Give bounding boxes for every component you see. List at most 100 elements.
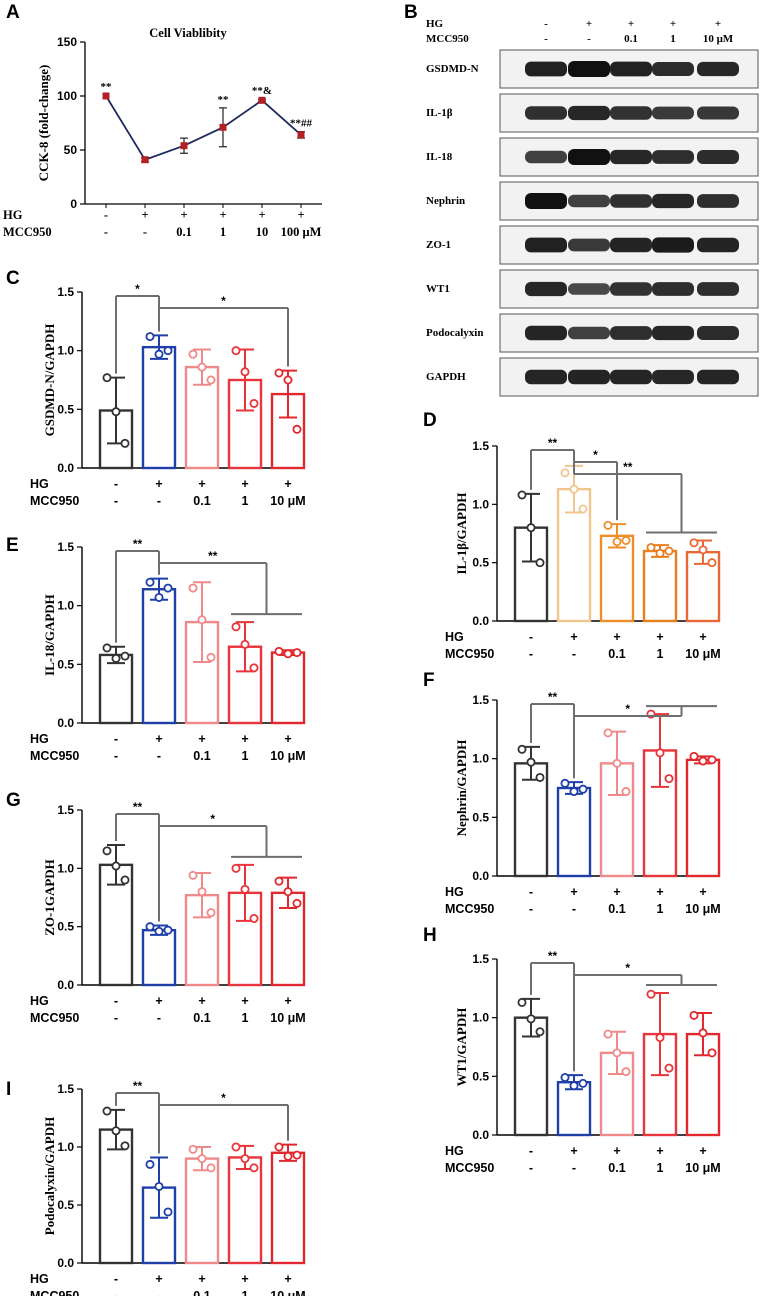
sig-label: ** (133, 1079, 143, 1093)
data-point (249, 663, 259, 673)
band-1 (568, 194, 610, 208)
mcc-value: 1 (657, 902, 664, 916)
mcc-value: 10 μM (685, 1161, 720, 1175)
data-point (197, 1154, 207, 1164)
data-point (188, 349, 198, 359)
data-point (612, 1048, 622, 1058)
data-point (163, 583, 173, 593)
mcc-value: 1 (657, 647, 664, 661)
hg-value: + (155, 477, 162, 491)
data-point (612, 537, 622, 547)
data-point (102, 1106, 112, 1116)
data-point (560, 1073, 570, 1083)
y-tick-label: 0.5 (57, 402, 74, 416)
data-point (240, 1154, 250, 1164)
data-annotation: ** (101, 81, 113, 93)
lane-hg: - (544, 18, 548, 30)
y-tick-label: 0.0 (472, 1128, 489, 1142)
hg-row-label: HG (30, 732, 49, 746)
hg-value: + (284, 994, 291, 1008)
hg-value: + (656, 630, 663, 644)
y-tick-label: 1.5 (472, 952, 489, 966)
band-3 (652, 106, 694, 120)
data-point (517, 744, 527, 754)
band-label: GAPDH (426, 371, 466, 383)
y-tick-label: 1.0 (472, 1011, 489, 1025)
lane-mcc: 0.1 (624, 33, 638, 45)
hg-value: + (570, 885, 577, 899)
bar-2 (599, 534, 635, 623)
band-1 (568, 326, 610, 340)
mcc-value: - (572, 902, 576, 916)
hg-value: + (570, 1144, 577, 1158)
band-2 (610, 282, 652, 296)
band-1 (568, 149, 610, 165)
y-tick-label: 100 (57, 89, 77, 103)
y-tick-label: 1.0 (57, 861, 74, 875)
band-label: Nephrin (426, 195, 465, 207)
data-point (569, 787, 579, 797)
data-point (578, 1078, 588, 1088)
mcc-value: - (157, 1289, 161, 1296)
band-1 (568, 238, 610, 252)
y-tick-label: 1.5 (57, 1082, 74, 1096)
bar-3 (642, 549, 678, 623)
data-point (206, 908, 216, 918)
data-point (698, 756, 708, 766)
hg-value: + (155, 1272, 162, 1286)
sig-label: ** (548, 949, 558, 963)
hg-value: + (297, 208, 304, 222)
blot-row-0: GSDMD-N (426, 49, 759, 89)
y-tick-label: 0.0 (57, 978, 74, 992)
mcc-value: - (157, 494, 161, 508)
data-point (154, 349, 164, 359)
mcc-value: - (529, 647, 533, 661)
data-point (206, 1163, 216, 1173)
data-point (154, 1181, 164, 1191)
hg-value: + (198, 477, 205, 491)
hg-value: - (529, 885, 533, 899)
panel-b: B HG MCC950 - + + + + - - 0.1 1 10 μM GSDMD-N IL-1β IL-… (404, 2, 759, 397)
lane-hg: + (670, 18, 676, 30)
data-point (145, 922, 155, 932)
data-point (698, 1028, 708, 1038)
mcc-row-label: MCC950 (30, 1011, 79, 1025)
band-0 (525, 325, 567, 341)
sig-label: * (221, 1091, 226, 1105)
blot-row-2: IL-18 (426, 137, 759, 177)
mcc-value: - (114, 494, 118, 508)
band-4 (697, 106, 739, 120)
data-marker (258, 96, 266, 104)
hg-value: - (114, 1272, 118, 1286)
panel-label: H (423, 925, 437, 946)
data-marker (297, 131, 305, 139)
y-tick-label: 1.5 (57, 285, 74, 299)
y-tick-label: 0 (70, 197, 77, 211)
blot-mcc-label: MCC950 (426, 33, 469, 45)
data-point (249, 398, 259, 408)
data-point (120, 651, 130, 661)
mcc-value: - (157, 1011, 161, 1025)
mcc-value: - (143, 225, 147, 239)
lane-hg: + (628, 18, 634, 30)
data-point (206, 652, 216, 662)
data-point (664, 774, 674, 784)
hg-value: + (219, 208, 226, 222)
sig-label: ** (623, 460, 633, 474)
data-point (621, 1067, 631, 1077)
mcc-value: 10 μM (270, 494, 305, 508)
band-label: IL-1β (426, 107, 453, 119)
lane-mcc: - (587, 33, 591, 45)
sig-label: * (210, 812, 215, 826)
hg-value: - (114, 994, 118, 1008)
y-tick-label: 1.5 (57, 540, 74, 554)
mcc-value: - (529, 902, 533, 916)
data-point (154, 926, 164, 936)
mcc-value: 100 μM (281, 225, 322, 239)
data-point (231, 863, 241, 873)
chart-title: Cell Viablibity (149, 26, 227, 40)
lane-mcc: - (544, 33, 548, 45)
hg-value: - (529, 1144, 533, 1158)
